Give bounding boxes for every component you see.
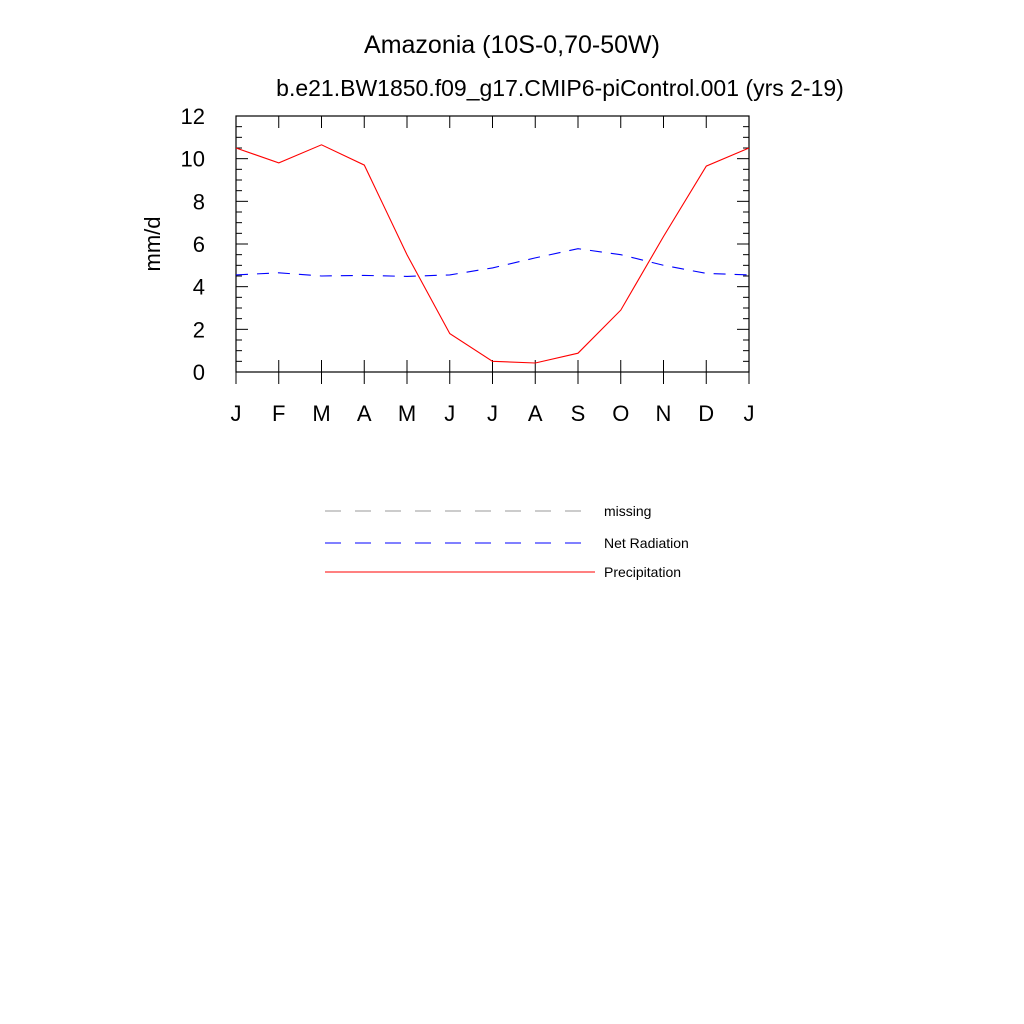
x-tick-label: S <box>571 401 586 426</box>
x-tick-label: J <box>487 401 498 426</box>
plot-frame <box>235 115 750 373</box>
series-layer <box>235 144 750 364</box>
series-line-precipitation <box>235 144 750 364</box>
x-tick-label: O <box>612 401 629 426</box>
y-tick-label: 6 <box>193 232 205 257</box>
y-tick-label: 0 <box>193 360 205 385</box>
y-tick-label: 4 <box>193 275 205 300</box>
x-tick-label: A <box>528 401 543 426</box>
x-tick-label: D <box>698 401 714 426</box>
x-tick-label: M <box>312 401 330 426</box>
x-tick-label: J <box>444 401 455 426</box>
x-tick-label: N <box>656 401 672 426</box>
y-tick-label: 8 <box>193 189 205 214</box>
x-tick-label: J <box>231 401 242 426</box>
x-tick-label: J <box>744 401 755 426</box>
chart-title: Amazonia (10S-0,70-50W) <box>364 31 660 59</box>
legend-label: Net Radiation <box>604 535 689 551</box>
legend-label: Precipitation <box>604 564 681 580</box>
y-tick-label: 10 <box>181 147 205 172</box>
legend: missing Net Radiation Precipitation <box>325 503 689 580</box>
series-line-net-radiation <box>235 248 750 277</box>
x-tick-label: A <box>357 401 372 426</box>
x-tick-label: M <box>398 401 416 426</box>
y-axis-label: mm/d <box>140 217 165 272</box>
y-tick-label: 12 <box>181 104 205 129</box>
x-tick-label: F <box>272 401 285 426</box>
y-tick-label: 2 <box>193 317 205 342</box>
legend-label: missing <box>604 503 651 519</box>
axes: 0 2 4 6 8 10 12 J F M A M J J A S O N D J <box>181 104 755 426</box>
chart-subtitle: b.e21.BW1850.f09_g17.CMIP6-piControl.001… <box>276 75 844 101</box>
